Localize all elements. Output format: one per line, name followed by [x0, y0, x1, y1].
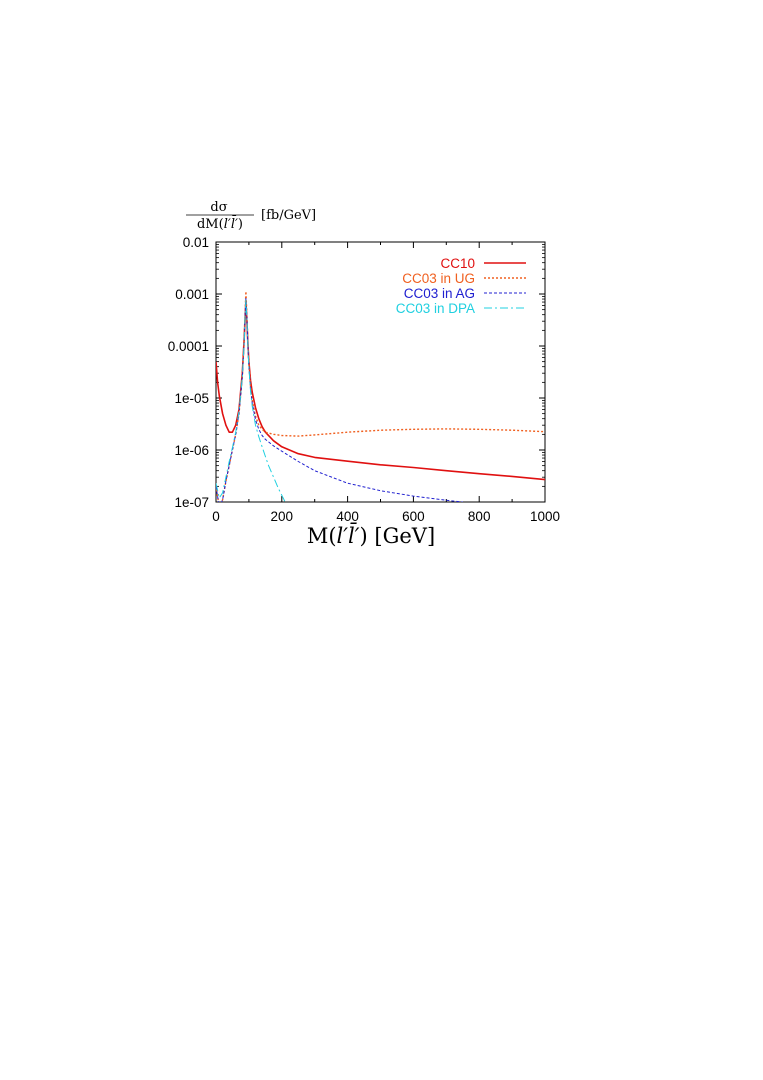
- legend-label-2: CC03 in AG: [404, 286, 475, 301]
- y-tick-label-0: 0.01: [183, 235, 209, 250]
- x-tick-label-3: 600: [402, 509, 425, 524]
- series-line-0: [216, 299, 545, 481]
- x-tick-label-1: 200: [271, 509, 294, 524]
- axis-tick-labels: 0 200 400 600 800 1000 0.01 0.001 0.0001 1e-05 1e-…: [168, 235, 560, 524]
- series-line-3: [216, 299, 286, 502]
- plot-frame: [215, 241, 546, 503]
- x-axis-label: M(l′l̄′) [GeV]: [307, 522, 435, 548]
- x-tick-label-2: 400: [336, 509, 359, 524]
- y-tick-label-5: 1e-07: [174, 495, 209, 510]
- x-tick-label-5: 1000: [530, 509, 560, 524]
- legend-label-1: CC03 in UG: [402, 271, 475, 286]
- series-line-2: [216, 298, 463, 502]
- series-lines: [216, 290, 545, 502]
- x-tick-label-0: 0: [212, 509, 220, 524]
- y-label-numerator: dσ: [210, 200, 227, 215]
- legend-label-3: CC03 in DPA: [396, 301, 475, 316]
- y-tick-label-1: 0.001: [175, 287, 209, 302]
- x-tick-label-4: 800: [468, 509, 491, 524]
- y-label-unit: [fb/GeV]: [261, 208, 316, 223]
- y-axis-label: dσ dM(l′l̄′) [fb/GeV]: [186, 200, 316, 232]
- y-tick-label-2: 0.0001: [168, 339, 209, 354]
- y-label-denominator: dM(l′l̄′): [197, 215, 243, 232]
- y-tick-label-4: 1e-06: [174, 443, 209, 458]
- y-tick-label-3: 1e-05: [174, 391, 209, 406]
- axis-ticks: [215, 241, 546, 503]
- legend-label-0: CC10: [440, 256, 475, 271]
